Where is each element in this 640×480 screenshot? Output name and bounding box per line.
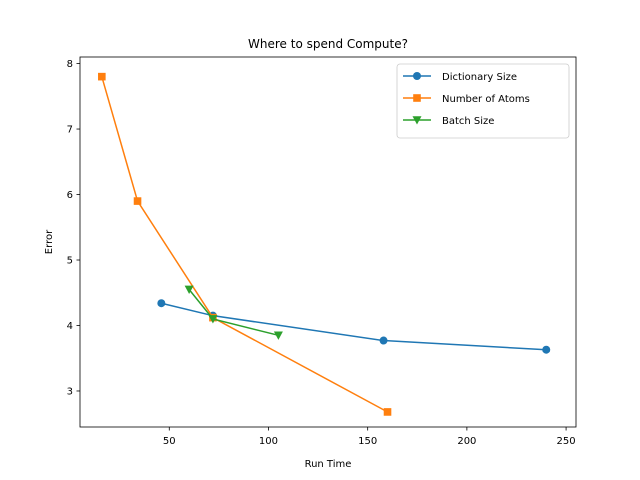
legend-marker — [412, 116, 422, 125]
x-axis: 50 100 150 200 250 — [163, 427, 576, 447]
data-point — [542, 345, 551, 354]
x-tick-label: 150 — [358, 436, 377, 447]
y-axis: 3 4 5 6 7 8 — [67, 59, 80, 397]
plot-frame — [79, 56, 577, 428]
chart-title: Where to spend Compute? — [248, 37, 408, 51]
y-tick-label: 8 — [67, 59, 73, 70]
series-layer — [98, 72, 551, 416]
x-tick-label: 200 — [457, 436, 476, 447]
x-tick-label: 250 — [557, 436, 576, 447]
series-line-0 — [161, 302, 547, 351]
data-point — [383, 408, 392, 416]
x-tick-label: 50 — [163, 436, 176, 447]
y-axis-label: Error — [44, 229, 55, 254]
data-point — [157, 299, 166, 308]
y-tick-label: 5 — [67, 256, 73, 267]
data-point — [133, 197, 142, 205]
y-tick-label: 6 — [67, 190, 73, 201]
x-tick-label: 100 — [259, 436, 278, 447]
legend-box — [396, 63, 570, 139]
data-point — [98, 72, 106, 81]
data-point — [208, 315, 218, 324]
y-tick-label: 4 — [67, 321, 73, 332]
series-line-1 — [101, 76, 388, 413]
data-point — [379, 336, 388, 345]
y-tick-label: 7 — [67, 125, 73, 136]
legend-label: Batch Size — [442, 116, 494, 127]
legend-label: Dictionary Size — [442, 72, 517, 83]
y-tick-label: 3 — [67, 386, 73, 397]
legend-marker — [413, 94, 421, 102]
legend-marker — [413, 72, 421, 80]
legend: Dictionary Size Number of Atoms Batch Size — [396, 63, 570, 139]
data-point — [184, 285, 194, 294]
legend-label: Number of Atoms — [442, 94, 530, 105]
x-axis-label: Run Time — [305, 459, 352, 470]
data-point — [273, 331, 283, 340]
